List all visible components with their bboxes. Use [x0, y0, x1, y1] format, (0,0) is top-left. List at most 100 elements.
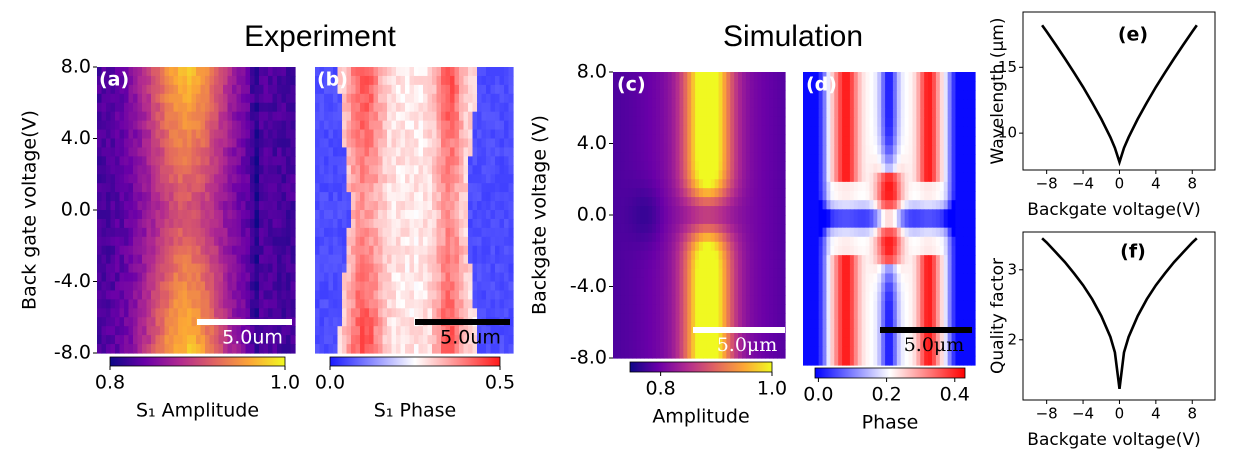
- heatmap-cell: [119, 227, 125, 238]
- heatmap-cell: [620, 295, 626, 305]
- heatmap-cell: [730, 98, 735, 109]
- heatmap-cell: [277, 192, 283, 202]
- heatmap-cell: [178, 290, 184, 300]
- heatmap-cell: [671, 340, 677, 350]
- heatmap-cell: [830, 117, 835, 128]
- heatmap-cell: [495, 156, 501, 166]
- heatmap-cell: [319, 138, 325, 149]
- heatmap-cell: [378, 138, 384, 149]
- heatmap-cell: [205, 218, 211, 229]
- heatmap-cell: [124, 102, 130, 113]
- heatmap-cell: [652, 322, 657, 332]
- heatmap-cell: [761, 215, 767, 225]
- heatmap-cell: [472, 93, 478, 104]
- heatmap-cell: [924, 126, 929, 137]
- heatmap-cell: [232, 111, 238, 122]
- heatmap-cell: [477, 335, 483, 345]
- heatmap-cell: [128, 290, 134, 300]
- heatmap-cell: [916, 72, 921, 82]
- heatmap-cell: [124, 165, 130, 175]
- heatmap-cell: [481, 67, 487, 77]
- heatmap-cell: [616, 179, 622, 189]
- heatmap-cell: [115, 147, 121, 157]
- heatmap-cell: [454, 290, 460, 300]
- scale-bar: [415, 319, 510, 325]
- heatmap-cell: [757, 179, 763, 189]
- heatmap-cell: [757, 116, 763, 127]
- heatmap-cell: [436, 138, 442, 149]
- heatmap-cell: [624, 206, 630, 216]
- heatmap-cell: [315, 254, 321, 265]
- heatmap-cell: [200, 272, 206, 283]
- heatmap-cell: [272, 308, 278, 318]
- heatmap-cell: [427, 236, 433, 247]
- heatmap-cell: [315, 326, 321, 336]
- heatmap-cell: [360, 75, 366, 86]
- heatmap-cell: [695, 161, 700, 171]
- heatmap-cell: [508, 201, 514, 211]
- heatmap-cell: [853, 163, 859, 174]
- heatmap-cell: [286, 138, 292, 149]
- heatmap-cell: [699, 89, 704, 100]
- heatmap-cell: [290, 174, 296, 184]
- heatmap-cell: [427, 111, 433, 122]
- heatmap-cell: [124, 344, 130, 354]
- heatmap-cell: [259, 156, 265, 166]
- heatmap-cell: [454, 236, 460, 247]
- heatmap-cell: [115, 111, 121, 122]
- heatmap-cell: [853, 126, 859, 137]
- heatmap-cell: [223, 326, 229, 336]
- heatmap-cell: [761, 161, 767, 171]
- heatmap-cell: [842, 209, 847, 220]
- heatmap-cell: [814, 72, 820, 82]
- heatmap-cell: [315, 272, 321, 283]
- heatmap-cell: [128, 165, 134, 175]
- heatmap-cell: [378, 192, 384, 202]
- heatmap-cell: [499, 218, 505, 229]
- heatmap-cell: [333, 111, 339, 122]
- heatmap-cell: [164, 183, 170, 193]
- heatmap-cell: [324, 147, 330, 157]
- heatmap-cell: [943, 200, 949, 210]
- heatmap-cell: [849, 218, 855, 229]
- heatmap-cell: [652, 170, 657, 180]
- heatmap-cell: [205, 120, 211, 131]
- heatmap-cell: [178, 165, 184, 175]
- heatmap-cell: [209, 263, 215, 274]
- heatmap-cell: [119, 335, 125, 345]
- heatmap-cell: [508, 227, 514, 238]
- heatmap-cell: [939, 172, 945, 183]
- heatmap-cell: [405, 245, 411, 256]
- heatmap-cell: [441, 254, 447, 265]
- heatmap-cell: [644, 188, 649, 198]
- heatmap-cell: [369, 245, 375, 256]
- heatmap-cell: [691, 206, 696, 216]
- heatmap-cell: [722, 98, 727, 109]
- heatmap-cell: [254, 120, 260, 131]
- heatmap-cell: [753, 215, 759, 225]
- heatmap-cell: [369, 183, 375, 193]
- heatmap-cell: [636, 349, 641, 359]
- heatmap-cell: [110, 272, 116, 283]
- heatmap-cell: [441, 183, 447, 193]
- heatmap-cell: [753, 134, 759, 145]
- heatmap-cell: [738, 340, 743, 350]
- heatmap-cell: [873, 154, 878, 165]
- heatmap-cell: [652, 206, 657, 216]
- heatmap-cell: [885, 117, 890, 128]
- heatmap-cell: [495, 308, 501, 318]
- heatmap-cell: [495, 67, 501, 77]
- heatmap-cell: [373, 183, 379, 193]
- heatmap-cell: [869, 81, 874, 91]
- heatmap-cell: [781, 152, 786, 162]
- y-axis-label: Backgate voltage (V): [529, 115, 551, 315]
- heatmap-cell: [142, 218, 148, 229]
- heatmap-cell: [396, 299, 402, 309]
- heatmap-cell: [263, 227, 269, 238]
- heatmap-cell: [877, 81, 882, 91]
- heatmap-cell: [218, 120, 224, 131]
- heatmap-cell: [718, 197, 724, 207]
- heatmap-cell: [702, 277, 708, 288]
- heatmap-cell: [119, 218, 125, 229]
- heatmap-cell: [659, 161, 665, 171]
